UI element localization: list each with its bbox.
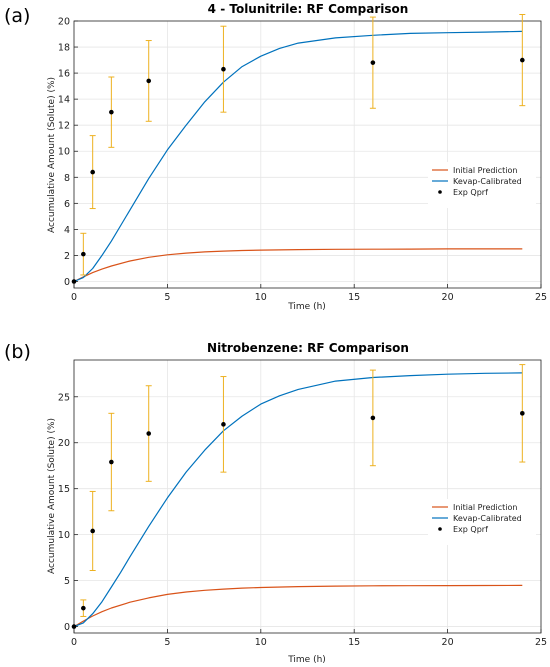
exp-qprf-point bbox=[221, 66, 226, 72]
exp-qprf-point bbox=[221, 422, 226, 427]
x-tick-label: 10 bbox=[255, 292, 267, 303]
exp-qprf-point bbox=[370, 60, 376, 65]
exp-qprf-point bbox=[520, 411, 525, 416]
plot-area-b bbox=[73, 359, 542, 634]
y-tick-label: 8 bbox=[64, 173, 70, 184]
initial-prediction-line-b bbox=[73, 584, 523, 628]
exp-qprf-point bbox=[71, 279, 77, 284]
legend-label-exp-b: Exp Qprf bbox=[453, 525, 488, 534]
x-tick-label: 5 bbox=[164, 637, 170, 648]
y-tick-label: 0 bbox=[64, 277, 70, 288]
legend-b: Initial Prediction Kevap-Calibrated Exp … bbox=[428, 499, 536, 545]
exp-qprf-point bbox=[146, 431, 152, 436]
x-tick-label: 20 bbox=[442, 637, 454, 648]
exp-qprf-point bbox=[370, 415, 376, 421]
y-tick-label: 20 bbox=[58, 438, 70, 449]
y-tick-label: 25 bbox=[58, 392, 70, 403]
exp-qprf-point bbox=[109, 109, 114, 115]
y-tick-label: 10 bbox=[58, 147, 70, 158]
chart-panel-b: (b) Nitrobenzene: RF Comparison 0 5 10 15 20… bbox=[4, 341, 547, 665]
exp-qprf-point bbox=[146, 78, 152, 84]
y-tick-label: 4 bbox=[64, 225, 70, 236]
x-tick-label: 25 bbox=[535, 637, 547, 648]
panel-label-b: (b) bbox=[4, 341, 31, 363]
exp-qprf-point bbox=[71, 624, 77, 629]
y-tick-label: 0 bbox=[64, 622, 70, 633]
x-tick-label: 0 bbox=[71, 637, 77, 648]
x-tick-label: 10 bbox=[255, 637, 267, 648]
y-axis-label-b: Accumulative Amount (Solute) (%) bbox=[47, 418, 57, 574]
x-tick-label: 5 bbox=[164, 292, 170, 303]
legend-marker-exp-a bbox=[438, 190, 442, 194]
legend-label-exp-a: Exp Qprf bbox=[453, 188, 488, 197]
exp-qprf-point bbox=[520, 57, 525, 63]
y-tick-label: 10 bbox=[58, 530, 70, 541]
chart-panel-a: (a) 4 - Tolunitrile: RF Comparison 0 5 10 1… bbox=[4, 2, 547, 312]
y-tick-label: 16 bbox=[58, 69, 70, 80]
chart-title-a: 4 - Tolunitrile: RF Comparison bbox=[208, 2, 409, 16]
y-tick-label: 20 bbox=[58, 17, 70, 28]
x-axis-label-b: Time (h) bbox=[287, 655, 326, 665]
exp-qprf-point bbox=[81, 605, 86, 611]
y-tick-label: 5 bbox=[64, 576, 70, 587]
kevap-calibrated-line-b bbox=[73, 372, 523, 628]
y-tick-label: 12 bbox=[58, 121, 70, 132]
y-tick-label: 2 bbox=[64, 251, 70, 262]
y-tick-label: 6 bbox=[64, 199, 70, 210]
x-axis-label-a: Time (h) bbox=[287, 302, 326, 312]
exp-qprf-point bbox=[81, 251, 86, 257]
exp-qprf-point bbox=[109, 459, 114, 465]
chart-title-b: Nitrobenzene: RF Comparison bbox=[207, 341, 409, 355]
y-tick-label: 14 bbox=[58, 95, 70, 106]
legend-label-kevap-a: Kevap-Calibrated bbox=[453, 177, 522, 186]
legend-marker-exp-b bbox=[438, 527, 442, 531]
x-tick-label: 20 bbox=[442, 292, 454, 303]
exp-qprf-point bbox=[90, 528, 95, 534]
plot-area-a bbox=[73, 20, 542, 289]
x-tick-label: 15 bbox=[348, 292, 360, 303]
kevap-calibrated-line-a bbox=[73, 30, 523, 283]
panel-label-a: (a) bbox=[4, 5, 30, 27]
x-tick-label: 0 bbox=[71, 292, 77, 303]
x-tick-label: 25 bbox=[535, 292, 547, 303]
initial-prediction-line-a bbox=[73, 248, 523, 283]
legend-label-initial-a: Initial Prediction bbox=[453, 166, 517, 175]
exp-qprf-point bbox=[90, 169, 95, 175]
legend-a: Initial Prediction Kevap-Calibrated Exp … bbox=[428, 162, 536, 208]
y-axis-label-a: Accumulative Amount (Solute) (%) bbox=[47, 77, 57, 233]
y-tick-label: 15 bbox=[58, 484, 70, 495]
legend-label-kevap-b: Kevap-Calibrated bbox=[453, 514, 522, 523]
x-tick-label: 15 bbox=[348, 637, 360, 648]
legend-label-initial-b: Initial Prediction bbox=[453, 503, 517, 512]
y-tick-label: 18 bbox=[58, 43, 70, 54]
